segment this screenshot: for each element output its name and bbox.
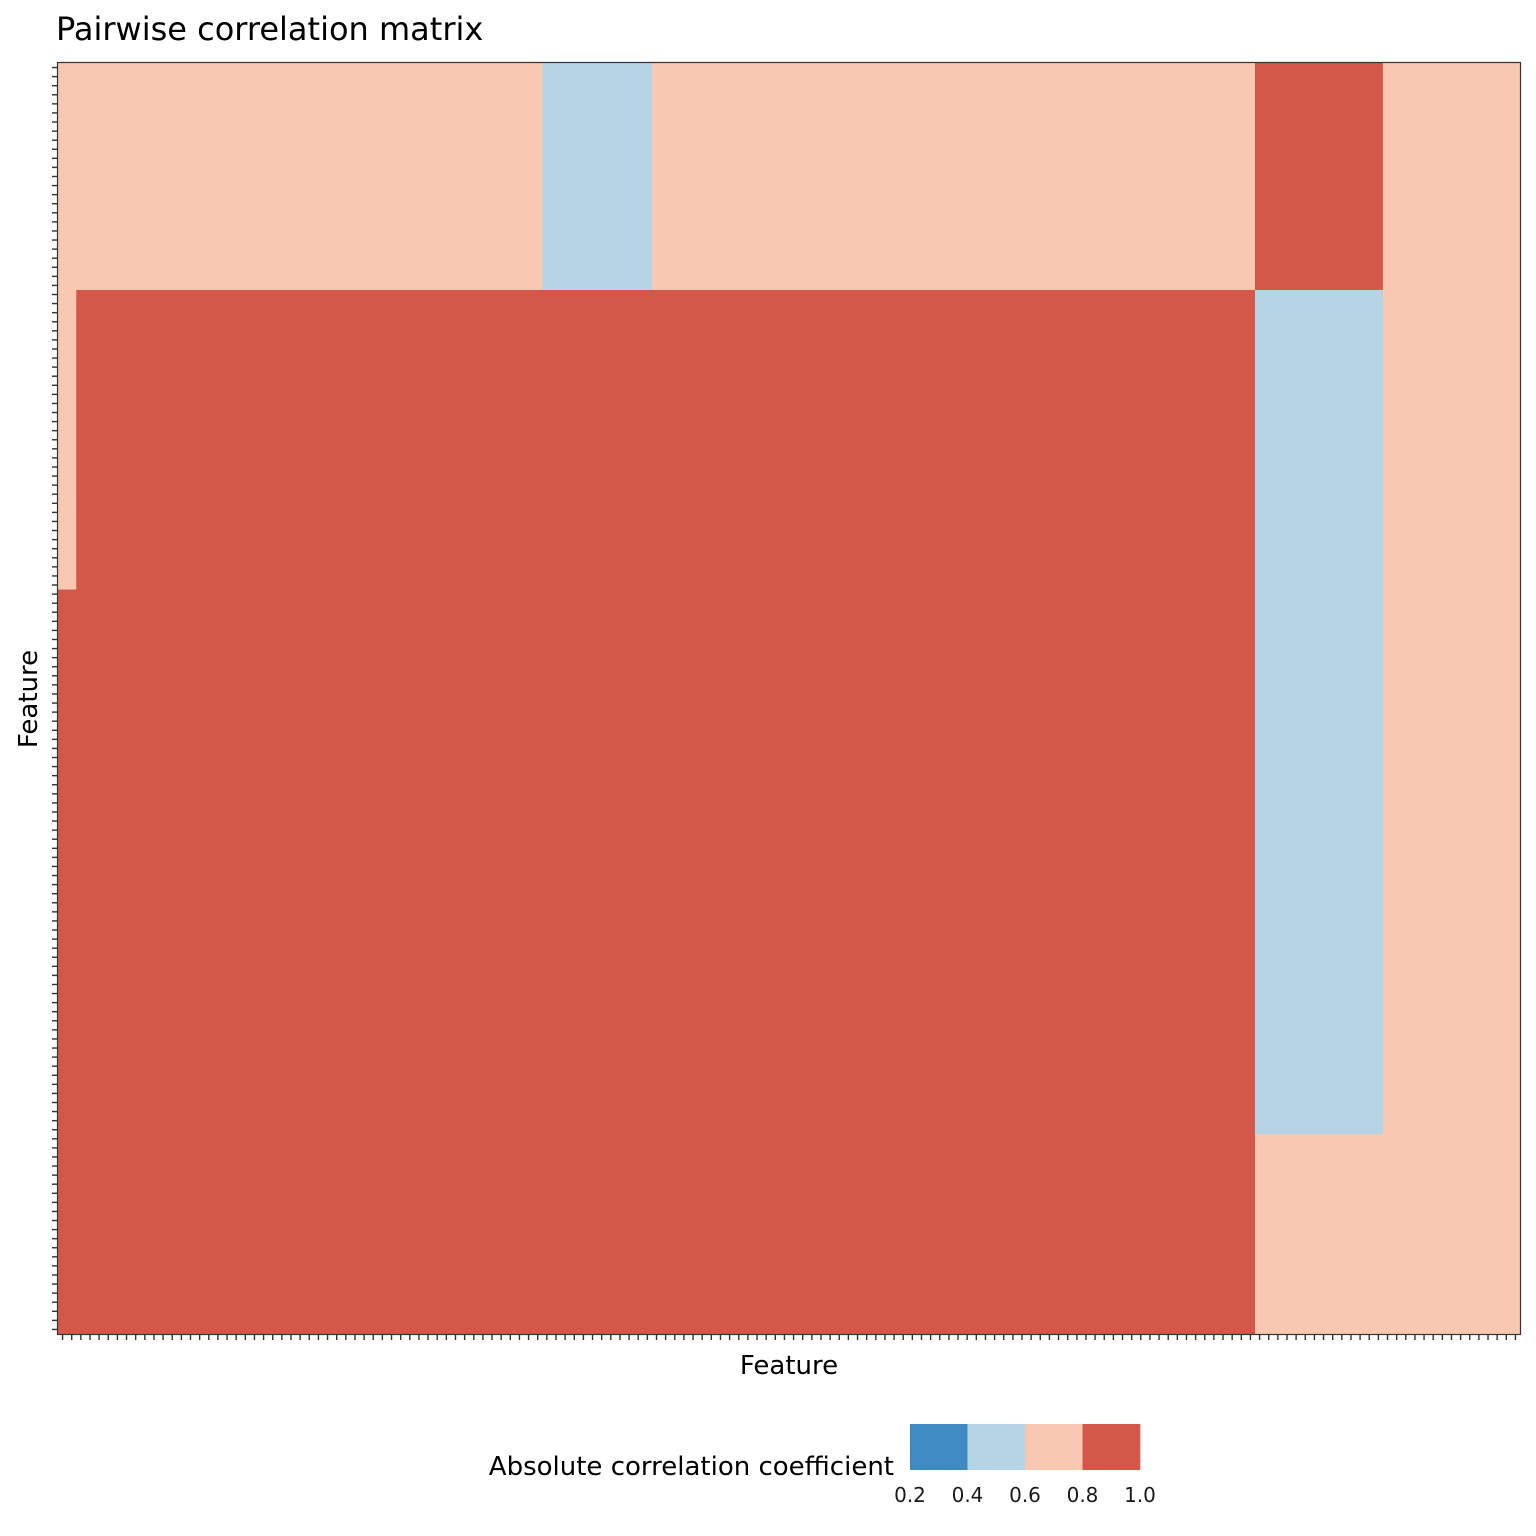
heatmap-cell-0-0 (58, 63, 77, 291)
legend-key-0 (910, 1424, 968, 1470)
chart-title: Pairwise correlation matrix (56, 10, 483, 48)
heatmap-cell-1-0 (58, 289, 77, 591)
heatmap-cell-0-2 (542, 63, 653, 291)
heatmap-cell-1-5 (1255, 289, 1384, 591)
heatmap-cell-3-2 (542, 1134, 653, 1335)
legend-break-label: 1.0 (1124, 1483, 1156, 1507)
heatmap-cell-3-4 (907, 1134, 1256, 1335)
heatmap-cell-1-3 (651, 289, 909, 591)
plot-panel-border (56, 61, 1522, 1336)
heatmap-cell-2-5 (1255, 589, 1384, 1135)
heatmap-cell-2-4 (907, 589, 1256, 1135)
y-axis-label: Feature (14, 650, 44, 748)
heatmap-cell-0-1 (76, 63, 543, 291)
heatmap-cell-3-3 (651, 1134, 909, 1335)
heatmap-cell-3-1 (76, 1134, 543, 1335)
legend-key-2 (1025, 1424, 1083, 1470)
heatmap-cell-1-4 (907, 289, 1256, 591)
heatmap-cell-2-2 (542, 589, 653, 1135)
heatmap-cell-0-5 (1255, 63, 1384, 291)
legend-break-label: 0.6 (1009, 1483, 1041, 1507)
heatmap-cell-1-6 (1382, 289, 1521, 591)
heatmap-cells (58, 63, 1521, 1335)
heatmap-cell-3-6 (1382, 1134, 1521, 1335)
heatmap-cell-2-3 (651, 589, 909, 1135)
legend-key-3 (1082, 1424, 1141, 1470)
legend-tick-labels: 0.2 0.4 0.6 0.8 1.0 (894, 1483, 1156, 1507)
heatmap-cell-2-1 (76, 589, 543, 1135)
heatmap-cell-0-4 (907, 63, 1256, 291)
heatmap-cell-1-2 (542, 289, 653, 591)
x-axis-label: Feature (740, 1351, 838, 1381)
heatmap-cell-1-1 (76, 289, 543, 591)
heatmap-cell-3-5 (1255, 1134, 1384, 1335)
legend-break-label: 0.2 (894, 1483, 926, 1507)
heatmap-cell-2-0 (58, 589, 77, 1135)
legend-break-label: 0.8 (1067, 1483, 1099, 1507)
legend-title: Absolute correlation coefficient (489, 1452, 894, 1482)
heatmap-cell-2-6 (1382, 589, 1521, 1135)
legend-break-label: 0.4 (952, 1483, 984, 1507)
heatmap-cell-3-0 (58, 1134, 77, 1335)
y-axis-ticks (52, 66, 58, 1331)
heatmap-cell-0-6 (1382, 63, 1521, 291)
heatmap-cell-0-3 (651, 63, 909, 291)
x-axis-ticks (61, 1334, 1517, 1340)
legend-key-1 (967, 1424, 1026, 1470)
legend-color-keys (910, 1424, 1141, 1470)
